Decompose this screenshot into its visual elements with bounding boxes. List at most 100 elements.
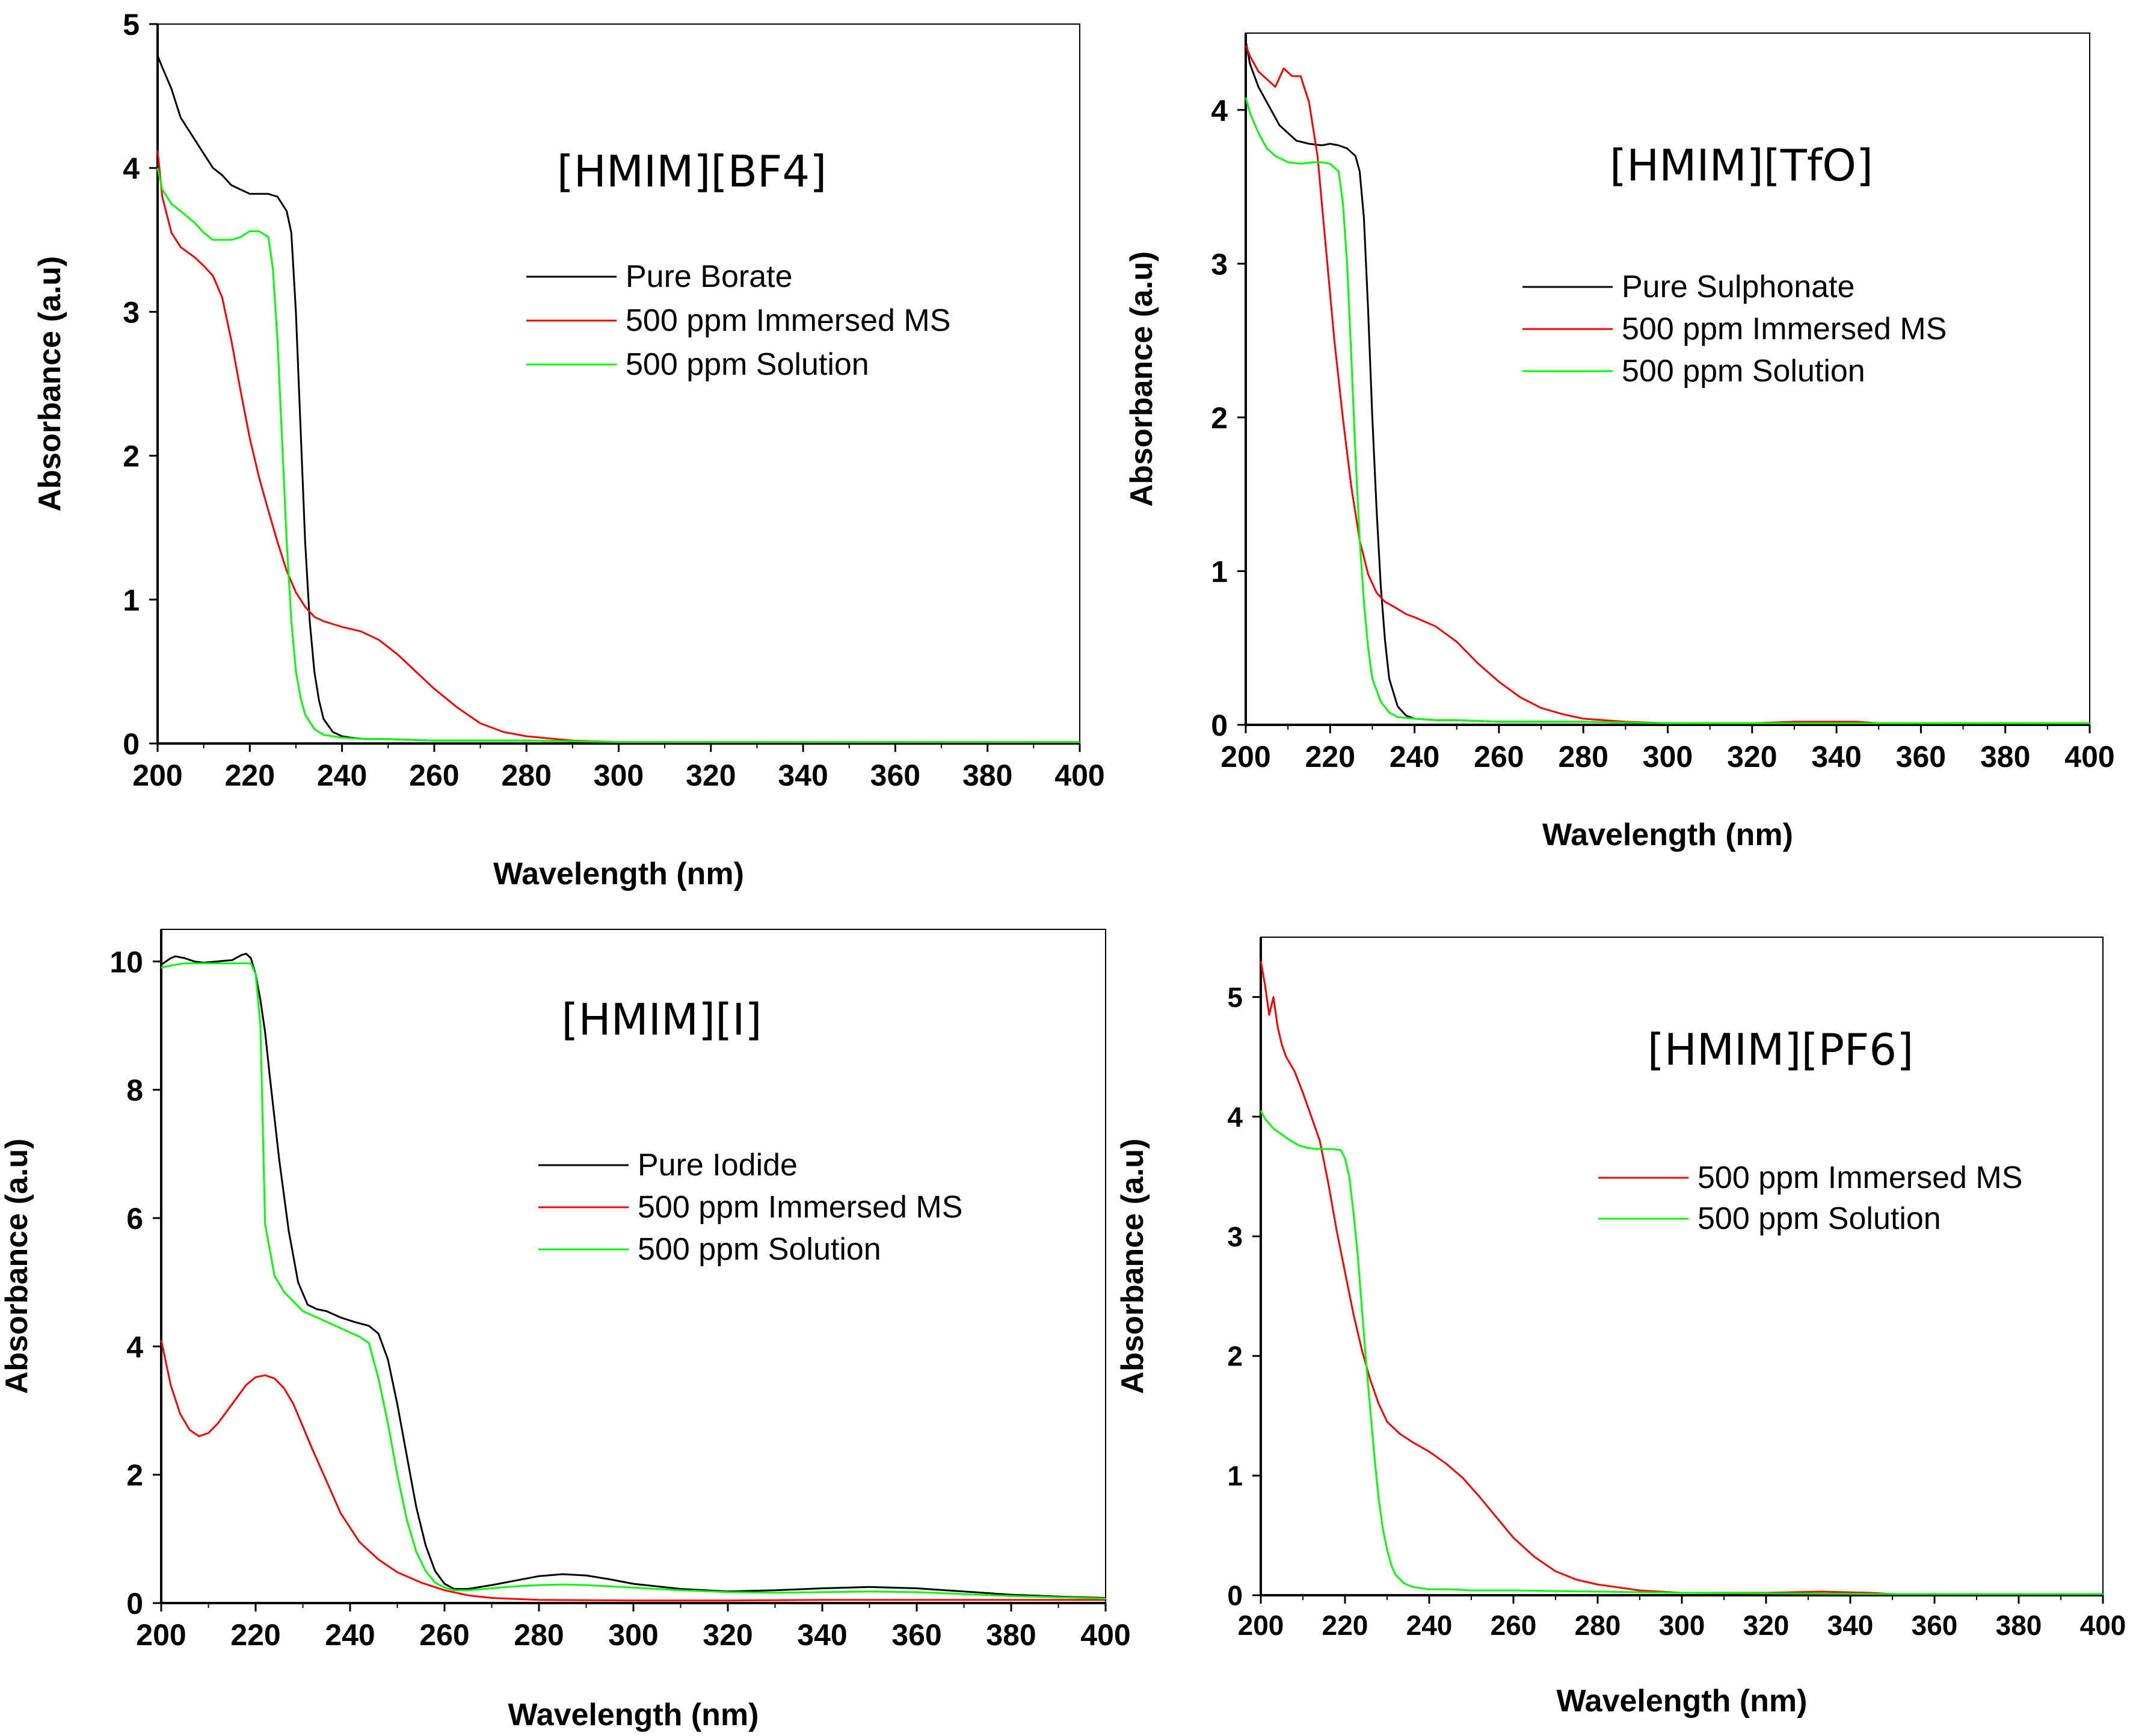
series-line-1 (156, 150, 1080, 743)
x-tick-label: 340 (1811, 740, 1861, 774)
y-tick-label: 1 (123, 583, 140, 617)
x-tick-label: 300 (1659, 1610, 1705, 1641)
x-tick-label: 280 (1558, 740, 1608, 774)
x-axis-label: Wavelength (nm) (1542, 817, 1793, 852)
y-tick-label: 3 (1211, 247, 1228, 281)
chart-panel-3: 200 220 240 260 280 300 320 340 360 380 400 0 1 2 3 4 5 [… (1115, 937, 2126, 1719)
x-tick-label: 300 (608, 1618, 658, 1652)
legend-label: Pure Iodide (638, 1148, 798, 1183)
x-tick-label: 260 (1474, 740, 1524, 774)
y-tick-label: 4 (126, 1330, 143, 1364)
y-tick-label: 8 (126, 1074, 143, 1107)
x-tick-label: 400 (1080, 1618, 1130, 1652)
x-tick-label: 340 (1827, 1610, 1874, 1641)
x-tick-label: 380 (1996, 1610, 2042, 1641)
x-tick-label: 300 (1643, 740, 1693, 774)
chart-panel-1: 200 220 240 260 280 300 320 340 360 380 400 0 1 2 3 4 [H… (1124, 32, 2115, 852)
x-tick-label: 380 (962, 759, 1012, 792)
y-tick-label: 4 (1211, 94, 1228, 128)
legend-label: 500 ppm Immersed MS (626, 303, 950, 338)
y-tick-label: 3 (123, 295, 140, 329)
y-tick-label: 0 (1211, 709, 1228, 742)
legend-label: 500 ppm Solution (626, 347, 869, 382)
x-tick-label: 200 (1238, 1610, 1284, 1641)
legend-label: 500 ppm Solution (638, 1232, 881, 1267)
chart-panel-0: 200 220 240 260 280 300 320 340 360 380 400 0 1 2 3 4 5 [… (32, 8, 1105, 891)
x-tick-label: 320 (703, 1618, 753, 1652)
chart-title: [HMIM][TfO] (1610, 140, 1873, 191)
chart-title: [HMIM][I] (561, 994, 762, 1045)
y-tick-label: 3 (1227, 1221, 1243, 1252)
x-tick-label: 200 (1220, 740, 1270, 774)
y-tick-label: 4 (123, 152, 140, 185)
x-tick-label: 240 (317, 759, 367, 792)
y-tick-label: 0 (123, 727, 140, 761)
x-axis-label: Wavelength (nm) (1557, 1684, 1808, 1719)
x-tick-label: 260 (409, 759, 459, 792)
legend-label: Pure Borate (626, 259, 793, 294)
y-tick-label: 4 (1227, 1101, 1243, 1133)
x-tick-label: 240 (1406, 1610, 1453, 1641)
legend-label: Pure Sulphonate (1622, 269, 1854, 304)
x-tick-label: 360 (1896, 740, 1946, 774)
y-tick-label: 5 (1227, 982, 1243, 1013)
legend-label: 500 ppm Solution (1622, 354, 1865, 389)
x-tick-label: 360 (1912, 1610, 1958, 1641)
series-line-2 (1245, 97, 2090, 724)
x-tick-label: 280 (1575, 1610, 1621, 1641)
y-tick-label: 6 (126, 1202, 143, 1236)
x-tick-label: 360 (891, 1618, 941, 1652)
x-tick-label: 240 (325, 1618, 375, 1652)
y-tick-label: 2 (126, 1459, 143, 1492)
series-line-1 (1260, 1110, 2103, 1595)
y-tick-label: 2 (123, 440, 140, 473)
series-line-1 (160, 1340, 1106, 1602)
x-tick-label: 340 (778, 759, 828, 792)
y-tick-label: 1 (1227, 1461, 1243, 1492)
y-tick-label: 2 (1227, 1341, 1243, 1372)
x-tick-label: 340 (797, 1618, 847, 1652)
y-tick-label: 0 (1227, 1580, 1243, 1611)
legend-label: 500 ppm Immersed MS (1697, 1160, 2022, 1195)
x-tick-label: 200 (132, 759, 182, 792)
chart-title: [HMIM][BF4] (557, 146, 827, 197)
x-tick-label: 220 (225, 759, 275, 792)
series-line-0 (1260, 961, 2103, 1595)
plot-frame (157, 23, 1080, 744)
y-axis-label: Absorbance (a.u) (0, 1139, 34, 1394)
x-tick-label: 200 (136, 1618, 186, 1652)
x-tick-label: 320 (1743, 1610, 1790, 1641)
x-tick-label: 320 (1727, 740, 1777, 774)
x-tick-label: 360 (870, 759, 920, 792)
x-axis-label: Wavelength (nm) (508, 1698, 759, 1732)
x-tick-label: 320 (686, 759, 736, 792)
x-tick-label: 400 (2064, 740, 2114, 774)
chart-title: [HMIM][PF6] (1648, 1024, 1914, 1075)
x-tick-label: 260 (1491, 1610, 1537, 1641)
x-tick-label: 380 (986, 1618, 1036, 1652)
x-tick-label: 280 (501, 759, 551, 792)
series-line-2 (156, 167, 1080, 743)
x-tick-label: 380 (1980, 740, 2030, 774)
x-tick-label: 220 (230, 1618, 280, 1652)
y-axis-label: Absorbance (a.u) (32, 256, 67, 512)
x-tick-label: 260 (419, 1618, 469, 1652)
x-tick-label: 280 (514, 1618, 564, 1652)
x-tick-label: 240 (1390, 740, 1439, 774)
y-axis-label: Absorbance (a.u) (1115, 1139, 1150, 1394)
legend-label: 500 ppm Immersed MS (1622, 312, 1947, 346)
y-tick-label: 2 (1211, 401, 1228, 435)
y-tick-label: 0 (126, 1587, 143, 1621)
series-line-2 (161, 962, 1106, 1599)
x-tick-label: 300 (594, 759, 644, 792)
series-line-0 (161, 953, 1106, 1599)
legend-label: 500 ppm Solution (1697, 1201, 1941, 1236)
y-tick-label: 10 (109, 945, 143, 979)
x-tick-label: 220 (1305, 740, 1355, 774)
chart-panel-2: 200 220 240 260 280 300 320 340 360 380 400 0 2 4 6 8 10… (0, 929, 1131, 1732)
y-tick-label: 1 (1211, 555, 1228, 588)
y-axis-label: Absorbance (a.u) (1124, 251, 1159, 507)
legend-label: 500 ppm Immersed MS (638, 1190, 962, 1225)
y-tick-label: 5 (123, 8, 140, 42)
